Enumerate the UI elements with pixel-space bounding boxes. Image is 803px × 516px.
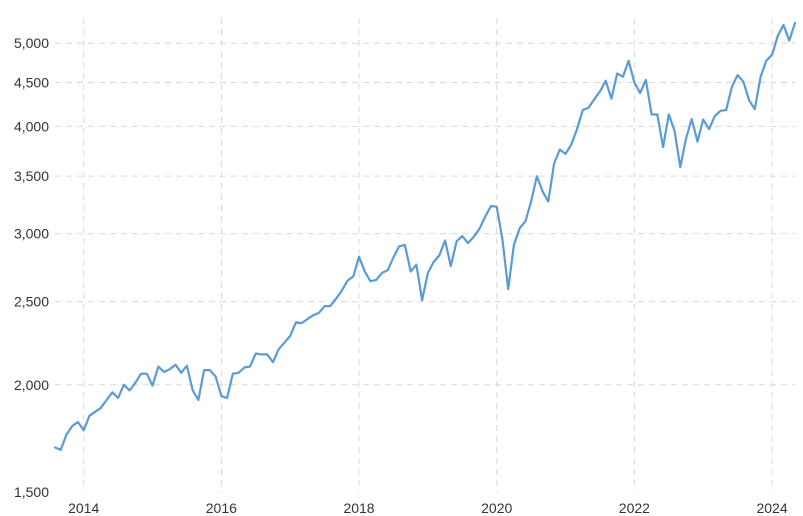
x-tick-label: 2024 xyxy=(756,500,787,516)
x-tick-label: 2016 xyxy=(206,500,237,516)
x-tick-label: 2020 xyxy=(481,500,512,516)
y-tick-label: 5,000 xyxy=(14,35,49,51)
x-tick-label: 2018 xyxy=(343,500,374,516)
y-tick-labels: 1,500 2,000 2,500 3,000 3,500 4,000 4,500 5,000 xyxy=(14,35,49,500)
series-line xyxy=(53,21,797,451)
series-layer xyxy=(53,21,797,451)
y-tick-label: 3,500 xyxy=(14,168,49,184)
x-tick-label: 2022 xyxy=(619,500,650,516)
y-tick-label: 3,000 xyxy=(14,226,49,242)
y-tick-label: 2,500 xyxy=(14,294,49,310)
y-tick-label: 4,500 xyxy=(14,74,49,90)
y-tick-label: 2,000 xyxy=(14,377,49,393)
y-tick-label: 4,000 xyxy=(14,118,49,134)
grid xyxy=(55,18,795,492)
y-tick-label: 1,500 xyxy=(14,484,49,500)
x-tick-label: 2014 xyxy=(68,500,99,516)
x-tick-labels: 2014 2016 2018 2020 2022 2024 xyxy=(68,500,788,516)
